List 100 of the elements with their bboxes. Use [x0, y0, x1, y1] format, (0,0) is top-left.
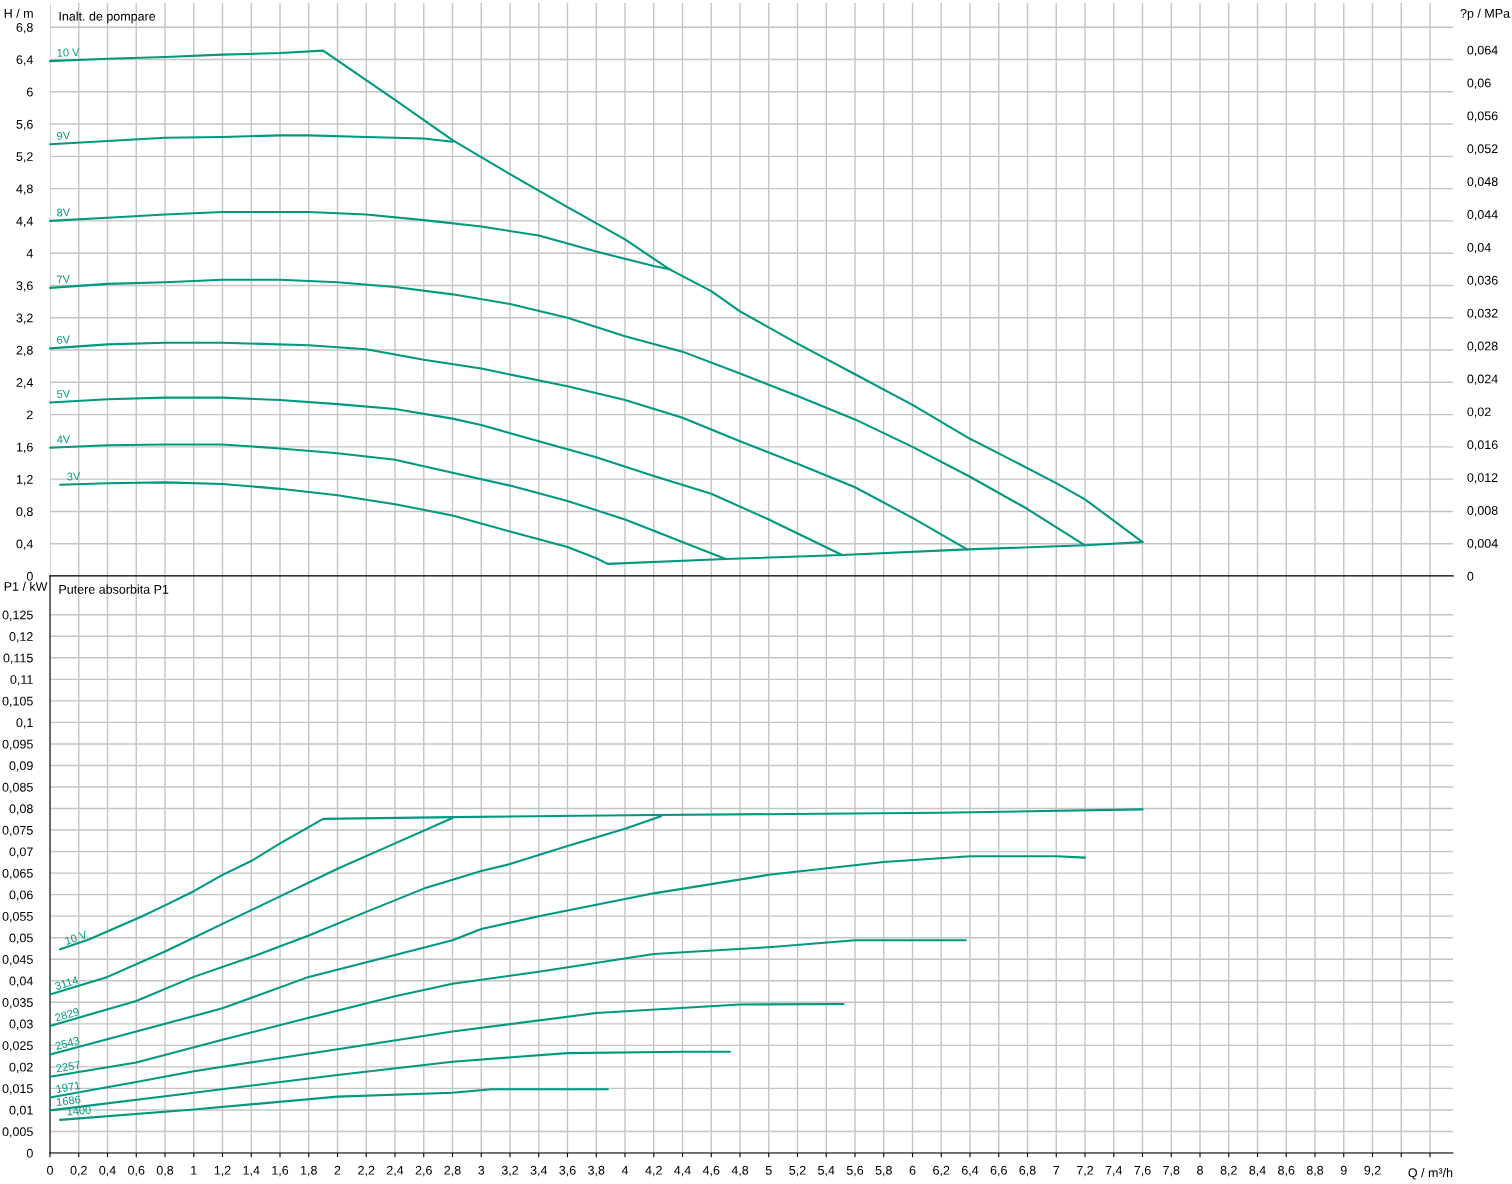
text: 2543 [54, 1036, 80, 1051]
x-tick-label: 1,8 [301, 1165, 317, 1177]
x-tick-label: 3,2 [501, 1165, 519, 1177]
x-tick-label: 2 [334, 1165, 341, 1175]
x-tick-label: 5,6 [846, 1165, 864, 1177]
x-tick-label: 6,4 [961, 1165, 979, 1177]
text: Inalt. de pompare [59, 11, 156, 24]
y-tick-label: 6,4 [16, 55, 33, 66]
text: 2829 [54, 1007, 80, 1022]
x-tick-label: 6,2 [933, 1165, 950, 1177]
y2-tick-label: 0,016 [1467, 440, 1498, 451]
series-label: 8V [56, 208, 71, 217]
y2-tick-label: 0,008 [1467, 506, 1498, 517]
x-tick-label: 1,6 [272, 1165, 289, 1177]
y-tick-label: 0,125 [2, 610, 33, 621]
series-label: 4V [56, 435, 71, 444]
y-tick-label: 5,2 [16, 152, 33, 163]
x-tick-label: 3,8 [588, 1165, 605, 1177]
x-axis-title: Q / m³/h [1408, 1167, 1453, 1180]
y2-axis-title: ?p / MPa [1460, 8, 1511, 21]
text: 2257 [55, 1060, 81, 1073]
x-tick-label: 9 [1340, 1165, 1347, 1175]
y-tick-label: 0,02 [9, 1062, 33, 1074]
x-tick-label: 5,4 [818, 1165, 835, 1177]
y-tick-label: 4 [26, 249, 33, 258]
x-tick-label: 0,8 [156, 1165, 174, 1177]
y-tick-label: 1,2 [16, 474, 33, 486]
y-tick-label: 0,08 [9, 804, 33, 815]
x-tick-label: 3 [478, 1165, 485, 1175]
y-tick-label: 4,4 [16, 216, 33, 228]
y-tick-label: 0,085 [2, 782, 33, 794]
text: 1686 [56, 1095, 81, 1106]
y-tick-label: 0,4 [16, 539, 33, 550]
y-tick-label: 0,005 [2, 1127, 33, 1138]
y-axis-title: H / m [4, 8, 33, 18]
y-tick-label: 6,8 [16, 23, 33, 34]
y-tick-label: 3,2 [16, 313, 33, 324]
y-tick-label: 0,8 [16, 507, 33, 518]
y2-tick-label: 0,004 [1467, 538, 1498, 550]
y-tick-label: 0,05 [9, 933, 33, 944]
x-tick-label: 4,6 [702, 1165, 720, 1177]
y2-tick-label: 0 [1467, 571, 1474, 581]
x-tick-label: 8,6 [1278, 1165, 1295, 1177]
y-tick-label: 0,06 [9, 890, 33, 901]
y-tick-label: 0,07 [9, 847, 33, 858]
x-tick-label: 5,8 [875, 1165, 892, 1177]
y-tick-label: 2 [27, 410, 33, 420]
y-tick-label: 1,6 [16, 442, 33, 453]
x-tick-label: 7 [1053, 1165, 1060, 1175]
x-tick-label: 5 [765, 1165, 772, 1175]
y-tick-label: 0,035 [2, 998, 33, 1009]
x-tick-label: 2,4 [386, 1165, 404, 1177]
x-tick-label: 5,2 [789, 1165, 806, 1177]
y2-tick-label: 0,06 [1467, 78, 1491, 89]
y-tick-label: 0,045 [2, 955, 33, 966]
y-tick-label: 0,09 [9, 761, 33, 772]
y-tick-label: 0,01 [9, 1105, 33, 1117]
x-tick-label: 2,6 [415, 1165, 432, 1177]
y2-tick-label: 0,048 [1467, 177, 1498, 188]
y-tick-label: 3,6 [16, 281, 33, 292]
y-tick-label: 0,095 [2, 739, 33, 751]
y-tick-label: 0,11 [10, 675, 33, 686]
text: 3114 [54, 975, 79, 991]
x-tick-label: 6,8 [1019, 1165, 1036, 1177]
y2-tick-label: 0,02 [1467, 407, 1491, 418]
x-tick-label: 1,4 [243, 1165, 260, 1177]
series-label: 3V [67, 472, 81, 481]
x-tick-label: 3,6 [559, 1165, 576, 1177]
x-tick-label: 1,2 [214, 1165, 231, 1177]
text: 1971 [56, 1081, 81, 1094]
y-tick-label: 0,04 [9, 976, 33, 987]
y-axis-title: P1 / kW [4, 581, 48, 591]
series-label: 9V [56, 131, 71, 140]
y2-tick-label: 0,04 [1467, 242, 1491, 254]
y2-tick-label: 0,052 [1467, 144, 1498, 155]
x-tick-label: 8 [1197, 1165, 1203, 1175]
y2-tick-label: 0,028 [1467, 341, 1498, 352]
series-label: 5V [56, 389, 71, 399]
x-tick-label: 2,2 [358, 1165, 375, 1177]
x-tick-label: 4 [621, 1165, 629, 1175]
y-tick-label: 0,105 [2, 696, 33, 707]
y2-tick-label: 0,056 [1467, 111, 1498, 122]
series-label: 7V [56, 274, 71, 284]
series-label: 10 V [57, 48, 80, 57]
y-tick-label: 0,03 [9, 1019, 33, 1030]
y-tick-label: 5,6 [16, 119, 33, 131]
y-tick-label: 6 [27, 87, 33, 97]
y2-tick-label: 0,012 [1467, 473, 1498, 484]
y-tick-label: 0,075 [2, 825, 33, 837]
x-tick-label: 0,6 [128, 1165, 145, 1177]
y2-tick-label: 0,044 [1467, 210, 1498, 221]
x-tick-label: 6,6 [990, 1165, 1007, 1177]
y-tick-label: 0,055 [2, 911, 33, 923]
text: 10 V [64, 930, 88, 945]
y-tick-label: 0,015 [2, 1084, 33, 1095]
x-tick-label: 9,2 [1364, 1165, 1381, 1177]
x-tick-label: 4,2 [645, 1165, 662, 1177]
y-tick-label: 0,12 [9, 632, 33, 643]
y2-tick-label: 0,032 [1467, 308, 1498, 320]
x-tick-label: 8,4 [1249, 1165, 1266, 1177]
